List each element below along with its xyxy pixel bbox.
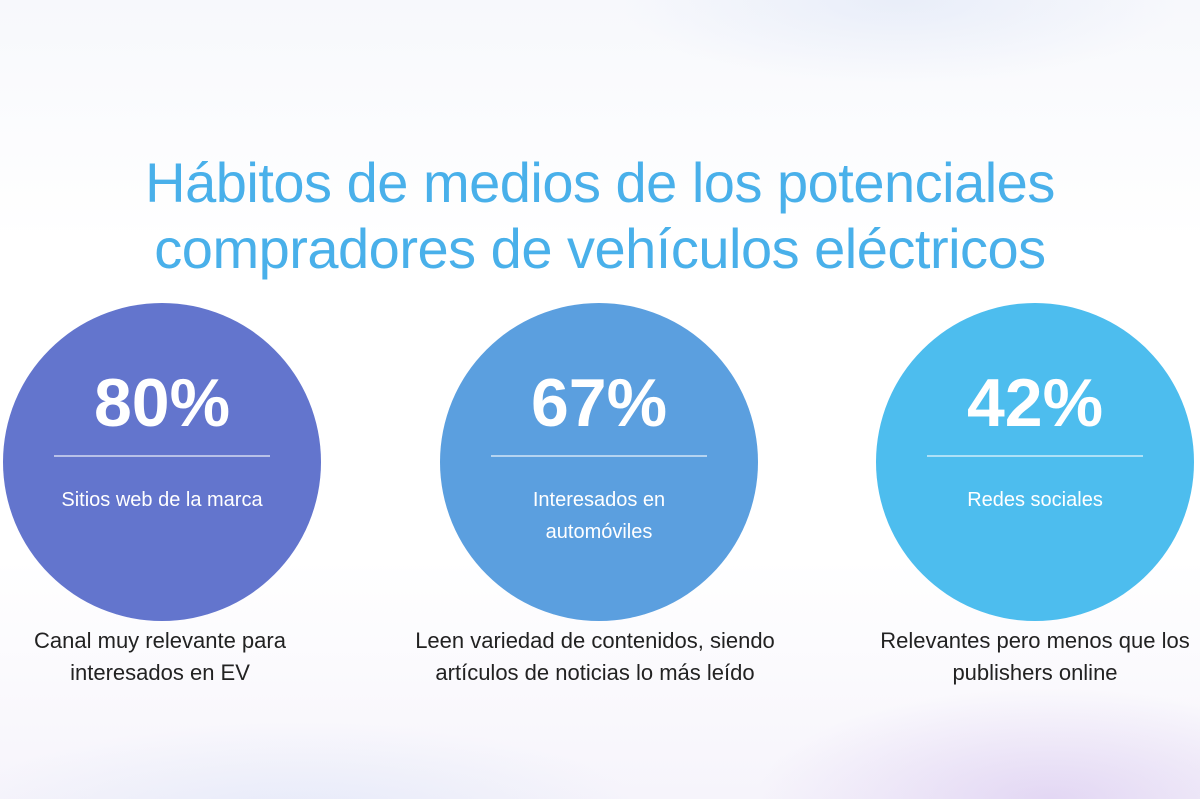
stat-divider xyxy=(927,455,1143,457)
stat-label: Interesados en automóviles xyxy=(532,489,666,543)
stat-circle-brand-websites: 80% Sitios web de la marca xyxy=(3,303,321,621)
stat-percent: 42% xyxy=(966,365,1104,441)
stat-description-car-enthusiasts: Leen variedad de contenidos, siendo artí… xyxy=(415,628,775,685)
stat-description-social-networks: Relevantes pero menos que los publishers… xyxy=(880,628,1190,685)
stat-label: Sitios web de la marca xyxy=(61,489,263,511)
stat-percent: 80% xyxy=(93,365,231,441)
page-title: Hábitos de medios de los potenciales com… xyxy=(0,150,1200,282)
stat-label: Redes sociales xyxy=(967,489,1103,511)
stat-description-brand-websites: Canal muy relevante para interesados en … xyxy=(34,628,286,685)
title-line-2: compradores de vehículos eléctricos xyxy=(154,216,1046,280)
stat-divider xyxy=(491,455,707,457)
stat-circle-car-enthusiasts: 67% Interesados en automóviles xyxy=(440,303,758,621)
title-line-1: Hábitos de medios de los potenciales xyxy=(145,150,1055,214)
stat-divider xyxy=(54,455,270,457)
stat-percent: 67% xyxy=(530,365,668,441)
stat-circle-social-networks: 42% Redes sociales xyxy=(876,303,1194,621)
